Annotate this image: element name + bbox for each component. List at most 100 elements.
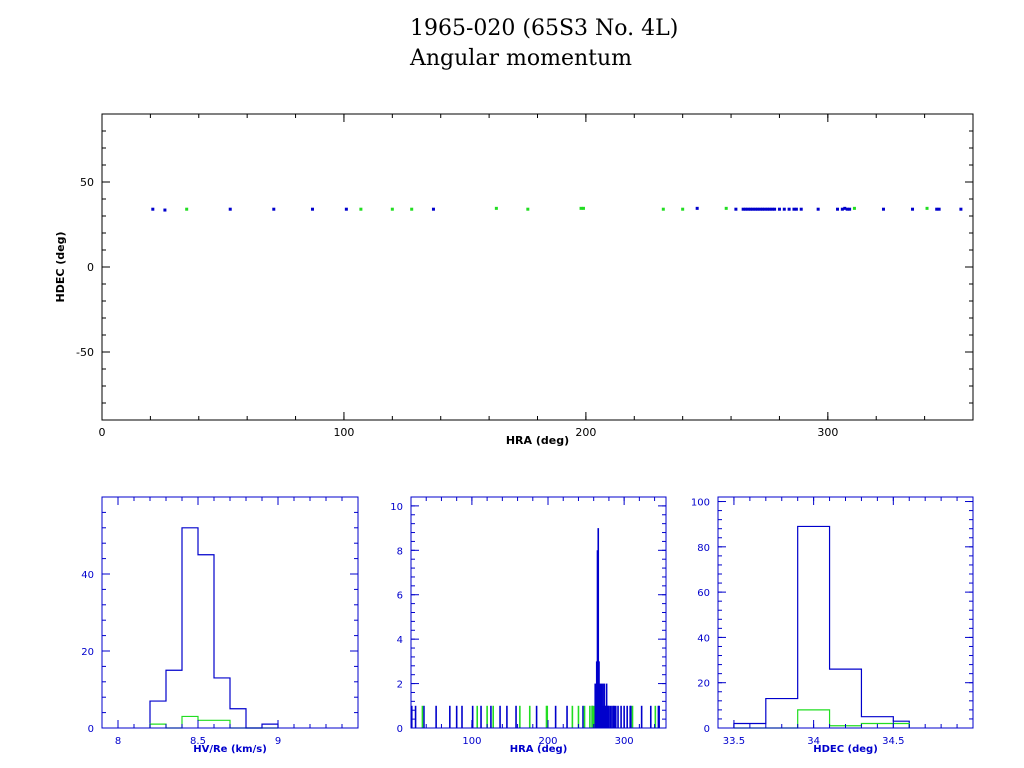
y-tick-label: 100 [691, 498, 710, 509]
scatter-point [911, 207, 915, 211]
scatter-point [758, 207, 762, 211]
y-tick-label: 80 [697, 543, 710, 554]
scatter-point [431, 207, 435, 211]
scatter-point [787, 207, 791, 211]
x-tick-label: 9 [275, 736, 281, 747]
scatter-point [845, 207, 849, 211]
scatter-point [310, 207, 314, 211]
scatter-point [753, 207, 757, 211]
histogram-panel-hra: 100 200 300 0 2 4 6 8 10 HRA (deg) [390, 496, 667, 755]
scatter-point [770, 207, 774, 211]
y-tick-label: 0 [397, 724, 403, 735]
scatter-point [816, 207, 820, 211]
scatter-point [959, 207, 963, 211]
chart-subtitle: Angular momentum [410, 46, 632, 71]
x-tick-label: 34 [807, 736, 820, 747]
y-tick-label: 20 [81, 647, 94, 658]
scatter-point [794, 207, 798, 211]
scatter-point [761, 207, 765, 211]
y-tick-label: 50 [80, 176, 94, 189]
scatter-point [344, 207, 348, 211]
x-tick-label: 300 [817, 426, 838, 439]
histogram-step-line [149, 527, 279, 729]
scatter-point [848, 207, 852, 211]
x-tick-label: 100 [333, 426, 354, 439]
scatter-point [777, 207, 781, 211]
scatter-point [799, 207, 803, 211]
histogram-panel-hv-re: 8 8.5 9 0 20 40 HV/Re (km/s) [81, 496, 359, 755]
scatter-point [185, 207, 189, 211]
scatter-point [163, 208, 167, 212]
x-axis-label: HDEC (deg) [813, 744, 878, 755]
scatter-point [494, 206, 498, 210]
y-tick-label: 40 [81, 570, 94, 581]
scatter-point [836, 207, 840, 211]
x-axis-label: HV/Re (km/s) [193, 744, 267, 755]
scatter-point [782, 207, 786, 211]
scatter-point [228, 207, 232, 211]
scatter-point [843, 206, 847, 210]
scatter-point [681, 207, 685, 211]
x-tick-label: 300 [615, 736, 634, 747]
x-tick-label: 8 [115, 736, 121, 747]
plot-frame [101, 113, 974, 421]
x-tick-label: 33.5 [723, 736, 745, 747]
x-tick-label: 0 [99, 426, 106, 439]
scatter-point [695, 206, 699, 210]
y-tick-label: 60 [697, 588, 710, 599]
scatter-point [724, 206, 728, 210]
scatter-point [768, 207, 772, 211]
y-tick-label: 2 [397, 680, 403, 691]
scatter-point [765, 207, 769, 211]
histogram-step-line [733, 525, 910, 728]
scatter-point [751, 207, 755, 211]
scatter-point [935, 207, 939, 211]
chart-title: 1965-020 (65S3 No. 4L) [410, 16, 679, 41]
x-tick-label: 200 [538, 736, 557, 747]
scatter-point [881, 207, 885, 211]
plot-frame [410, 496, 667, 729]
x-axis-label: HRA (deg) [510, 744, 568, 755]
y-tick-label: 10 [390, 502, 403, 513]
scatter-point [925, 206, 929, 210]
x-tick-label: 100 [462, 736, 481, 747]
x-tick-label: 200 [575, 426, 596, 439]
y-tick-label: 20 [697, 679, 710, 690]
y-tick-label: 4 [397, 635, 403, 646]
y-tick-label: 0 [87, 261, 94, 274]
y-tick-label: 0 [704, 724, 710, 735]
scatter-point [390, 207, 394, 211]
scatter-point [734, 207, 738, 211]
scatter-panel-hra-hdec: 0 100 200 300 -50 0 50 HRA (deg) HDEC (deg) [54, 113, 974, 447]
histogram-step-line [733, 709, 910, 729]
y-tick-label: 8 [397, 546, 403, 557]
x-axis-label: HRA (deg) [506, 434, 569, 447]
scatter-point [526, 207, 530, 211]
y-tick-label: 0 [88, 724, 94, 735]
scatter-point [840, 207, 844, 211]
scatter-point [852, 206, 856, 210]
scatter-point [792, 207, 796, 211]
x-tick-label: 8.5 [190, 736, 206, 747]
x-tick-label: 34.5 [882, 736, 904, 747]
scatter-point [661, 207, 665, 211]
histogram-panel-hdec: 33.5 34 34.5 0 20 40 60 80 100 HDEC (deg) [691, 496, 974, 755]
scatter-point [359, 207, 363, 211]
scatter-point [937, 207, 941, 211]
plot-frame [717, 496, 974, 729]
scatter-point [581, 206, 585, 210]
y-tick-label: 40 [697, 633, 710, 644]
scatter-point [756, 207, 760, 211]
scatter-point [748, 207, 752, 211]
scatter-point [773, 207, 777, 211]
scatter-point [579, 206, 583, 210]
scatter-point [744, 207, 748, 211]
y-tick-label: -50 [76, 346, 94, 359]
scatter-point [763, 207, 767, 211]
scatter-point [741, 207, 745, 211]
scatter-point [746, 207, 750, 211]
y-tick-label: 6 [397, 591, 403, 602]
scatter-point [272, 207, 276, 211]
scatter-point [410, 207, 414, 211]
